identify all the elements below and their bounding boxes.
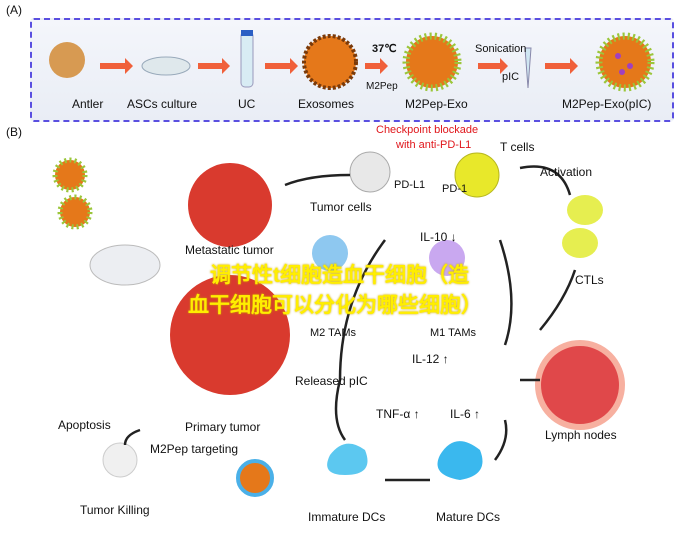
dead-cell-icon [102,442,138,478]
m2pep-label: M2Pep [366,81,398,92]
primary-tumor-icon [170,275,290,395]
step-exosomes: Exosomes [298,97,355,111]
m2pep-exo-icon [402,32,462,92]
m2-tams-label: M2 TAMs [310,327,357,339]
tumor-cell-icon [349,151,391,193]
pd-l1-label: PD-L1 [394,179,426,191]
step-uc: UC [238,97,256,111]
immature-dc-icon [327,443,368,475]
tnf-label: TNF-α ↑ [376,407,420,421]
apoptosis-label: Apoptosis [58,418,111,432]
t-cell-icon [454,152,500,198]
activation-label: Activation [540,165,593,179]
sonication-label: Sonication [475,43,527,55]
checkpoint-label-2: with anti-PD-L1 [396,139,472,151]
process-arrows [100,58,578,74]
step-m2pep-exo-pic: M2Pep-Exo(pIC) [562,97,652,111]
temp-label: 37℃ [372,43,397,55]
checkpoint-label: Checkpoint blockade [376,124,479,136]
tube-icon [240,31,254,88]
mature-dc-icon [437,441,483,480]
m1-tam-icon [429,240,465,276]
il12-label: IL-12 ↑ [412,352,449,366]
tumor-cells-label: Tumor cells [310,200,372,214]
primary-tumor-label: Primary tumor [185,420,261,434]
targeting-label: M2Pep targeting [150,442,239,456]
step-m2pep-exo: M2Pep-Exo [405,97,468,111]
released-pic-label: Released pIC [295,374,368,388]
il10-label: IL-10 ↓ [420,230,457,244]
exosome-icon [302,34,358,90]
mature-dcs-label: Mature DCs [436,510,501,524]
metastatic-tumor-icon [188,163,272,247]
step-antler: Antler [72,97,104,111]
panel-b-tag: (B) [6,125,22,139]
lymph-node-icon [535,340,625,430]
eppendorf-icon [524,47,532,89]
ctl-icon [562,228,598,258]
panel-a-tag: (A) [6,3,22,17]
deer-icon [49,42,85,78]
m1-tams-label: M1 TAMs [430,327,477,339]
lymph-nodes-label: Lymph nodes [545,428,617,442]
tumor-killing-label: Tumor Killing [80,503,150,517]
watermark-line-1: 调节性t细胞造血干细胞（造 [210,264,469,287]
dish-icon [141,56,191,76]
t-cells-label: T cells [500,140,535,154]
pd-1-label: PD-1 [442,183,468,195]
il6-label: IL-6 ↑ [450,407,481,421]
immature-dcs-label: Immature DCs [308,510,386,524]
m2-tam-icon [312,235,348,271]
mouse-icon [89,244,161,286]
step-ascs: ASCs culture [127,97,198,111]
watermark-line-2: 血干细胞可以分化为哪些细胞） [188,294,482,317]
ctls-label: CTLs [575,273,604,287]
flow-arrows [123,165,577,482]
pic-label: pIC [502,71,520,83]
m2pep-exo-pic-icon [595,32,655,92]
metastatic-tumor-label: Metastatic tumor [185,243,274,257]
